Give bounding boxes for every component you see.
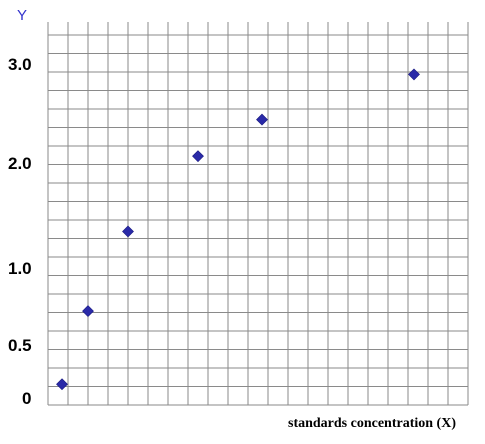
y-axis-ticks: 3.0 2.0 1.0 0.5 0 [8,55,32,408]
y-tick-label: 0.5 [8,336,32,355]
data-point [122,225,134,238]
y-tick-label: 0 [22,389,31,408]
data-point [82,305,94,318]
data-point [256,113,268,126]
y-tick-label: 2.0 [8,154,32,173]
y-tick-label: 3.0 [8,55,32,74]
data-points [56,68,420,391]
x-axis-label: standards concentration (X) [288,416,456,431]
y-tick-label: 1.0 [8,259,32,278]
y-axis-label: Y [17,7,27,24]
grid [47,22,469,406]
data-point [56,378,68,391]
data-point [192,150,204,163]
data-point [408,68,420,81]
